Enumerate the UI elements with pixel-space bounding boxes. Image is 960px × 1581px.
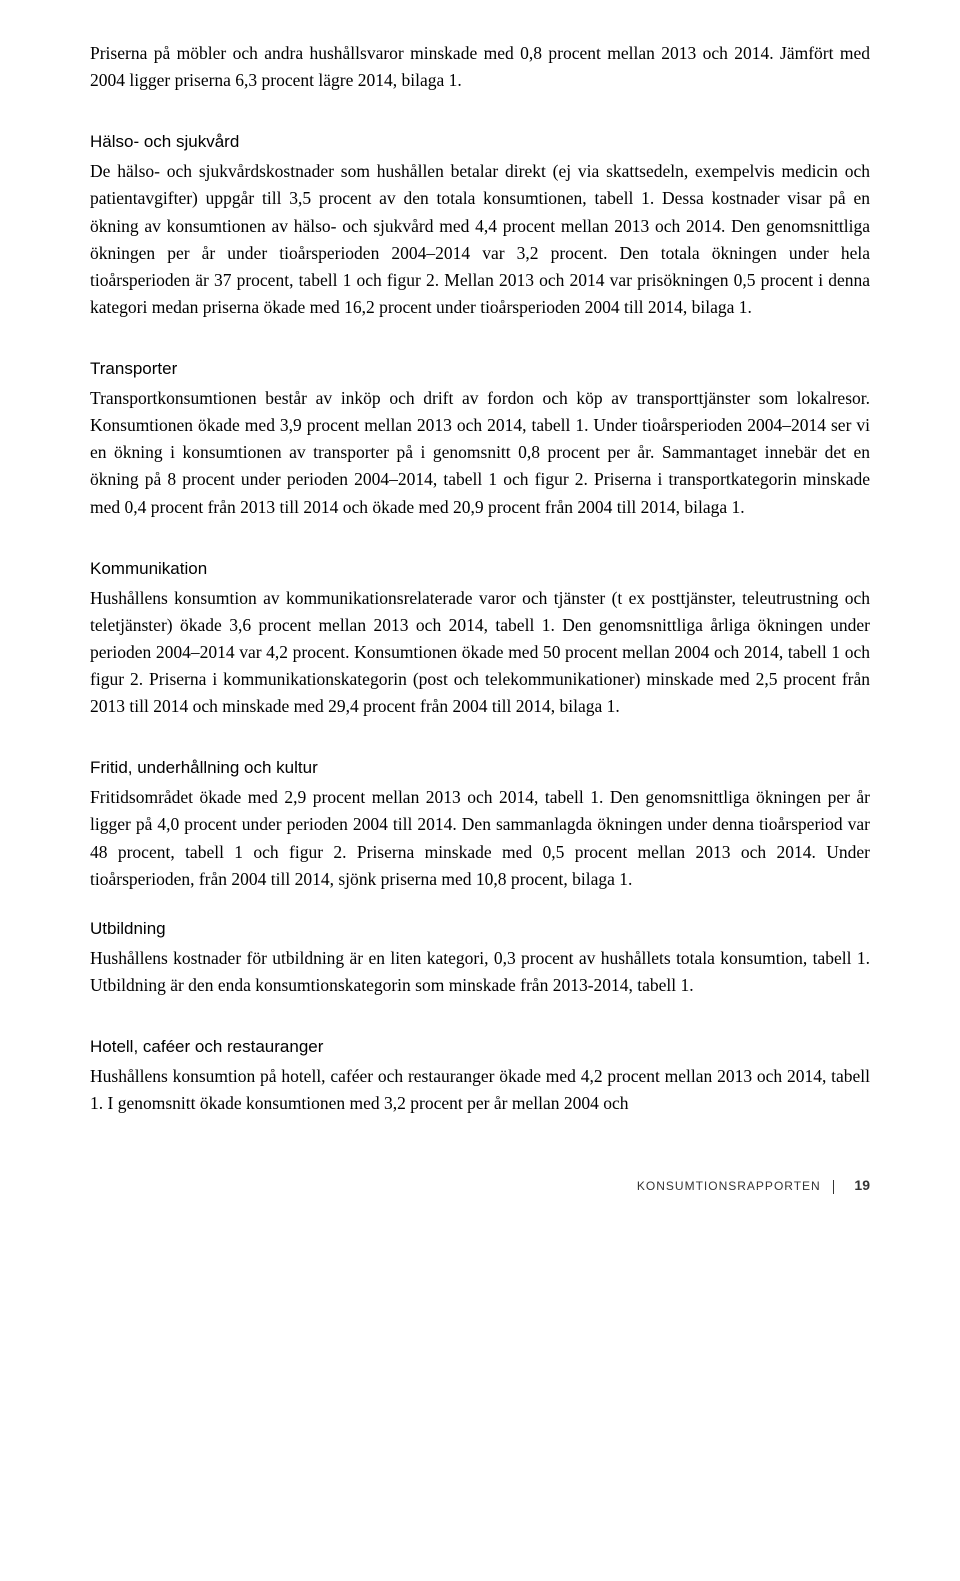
section-paragraph-kommunikation: Hushållens konsumtion av kommunikationsr… bbox=[90, 585, 870, 721]
document-page: Priserna på möbler och andra hushållsvar… bbox=[0, 0, 960, 1244]
section-paragraph-fritid: Fritidsområdet ökade med 2,9 procent mel… bbox=[90, 784, 870, 893]
section-heading-kommunikation: Kommunikation bbox=[90, 559, 870, 579]
page-footer: KONSUMTIONSRAPPORTEN 19 bbox=[90, 1177, 870, 1194]
intro-paragraph: Priserna på möbler och andra hushållsvar… bbox=[90, 40, 870, 94]
section-paragraph-transporter: Transportkonsumtionen består av inköp oc… bbox=[90, 385, 870, 521]
footer-separator bbox=[833, 1180, 834, 1194]
section-heading-hotell: Hotell, caféer och restauranger bbox=[90, 1037, 870, 1057]
section-heading-halso: Hälso- och sjukvård bbox=[90, 132, 870, 152]
section-heading-transporter: Transporter bbox=[90, 359, 870, 379]
section-heading-fritid: Fritid, underhållning och kultur bbox=[90, 758, 870, 778]
section-heading-utbildning: Utbildning bbox=[90, 919, 870, 939]
section-paragraph-halso: De hälso- och sjukvårdskostnader som hus… bbox=[90, 158, 870, 321]
footer-label: KONSUMTIONSRAPPORTEN bbox=[637, 1179, 821, 1193]
section-paragraph-hotell: Hushållens konsumtion på hotell, caféer … bbox=[90, 1063, 870, 1117]
footer-page-number: 19 bbox=[854, 1177, 870, 1193]
section-paragraph-utbildning: Hushållens kostnader för utbildning är e… bbox=[90, 945, 870, 999]
